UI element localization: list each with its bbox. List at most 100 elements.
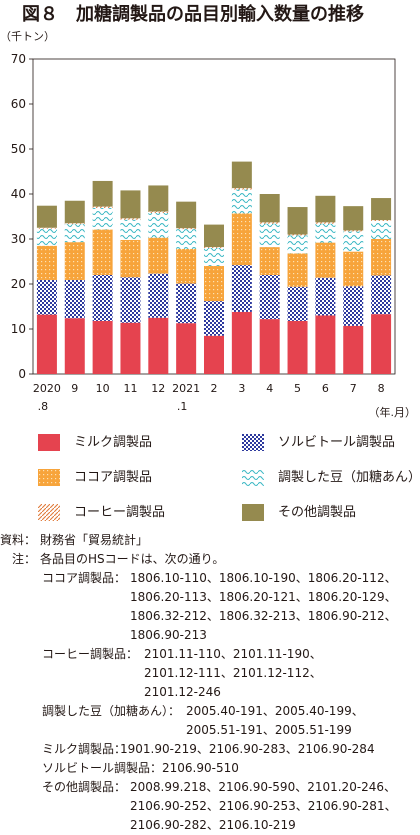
legend-label-sorbitol: ソルビトール調製品 bbox=[278, 435, 396, 450]
y-tick-label: 40 bbox=[11, 187, 26, 201]
source-label: 資料： bbox=[0, 533, 37, 547]
x-tick-label: 6 bbox=[322, 382, 329, 395]
x-tick-label: 9 bbox=[71, 382, 78, 395]
x-tick-label: 5 bbox=[294, 382, 301, 395]
bar-segment bbox=[204, 247, 224, 248]
bar-segment bbox=[176, 228, 197, 230]
bar-segment bbox=[64, 200, 85, 224]
bar-segment bbox=[343, 286, 364, 326]
bar-segment bbox=[92, 275, 113, 321]
legend-swatch-other bbox=[242, 504, 264, 521]
legend-swatch-milk bbox=[38, 434, 60, 451]
x-tick-label: 10 bbox=[96, 382, 110, 395]
coffee-codes-line: 2101.11-110、2101.11-190、 bbox=[144, 647, 322, 661]
cocoa-codes-line: 1806.10-110、1806.10-190、1806.20-112、 bbox=[130, 571, 397, 585]
bar-segment bbox=[231, 213, 252, 266]
bar-segment bbox=[343, 325, 364, 374]
cocoa-codes-label: ココア調製品： bbox=[42, 571, 127, 585]
bar-segment bbox=[343, 231, 364, 252]
bar-segment bbox=[92, 206, 113, 208]
bar-segment bbox=[343, 230, 364, 232]
beans-codes-line: 2005.40-191、2005.40-199、 bbox=[186, 704, 364, 718]
other-codes-label: その他調製品： bbox=[42, 780, 127, 794]
legend-label-beans: 調製した豆（加糖あん） bbox=[278, 470, 420, 485]
x-tick-label: 2020 bbox=[33, 382, 61, 395]
legend-label-cocoa: ココア調製品 bbox=[74, 470, 153, 485]
note-label: 注： bbox=[12, 552, 37, 566]
bar-segment bbox=[92, 207, 113, 230]
y-tick-label: 60 bbox=[11, 97, 26, 111]
y-tick-label: 30 bbox=[11, 232, 26, 246]
y-tick-label: 20 bbox=[11, 277, 26, 291]
sorbitol-codes-label: ソルビトール調製品： bbox=[42, 761, 163, 775]
bar-segment bbox=[64, 224, 85, 243]
x-axis-unit-label: （年.月） bbox=[369, 405, 417, 419]
legend-label-milk: ミルク調製品 bbox=[74, 435, 153, 450]
bar-segment bbox=[176, 323, 197, 374]
bar-segment bbox=[315, 222, 336, 224]
bar-segment bbox=[315, 223, 336, 243]
bar-segment bbox=[259, 194, 280, 223]
bar-segment bbox=[204, 248, 224, 266]
x-tick-label: 4 bbox=[266, 382, 273, 395]
legend-swatch-sorbitol bbox=[242, 434, 264, 451]
bar-segment bbox=[92, 180, 113, 207]
beans-codes-label: 調製した豆（加糖あん）： bbox=[42, 704, 181, 718]
bar-segment bbox=[64, 242, 85, 280]
x-tick-label-sub: .8 bbox=[38, 400, 49, 413]
x-tick-label: 11 bbox=[123, 382, 137, 395]
cocoa-codes-line: 1806.20-113、1806.20-121、1806.20-129、 bbox=[130, 590, 397, 604]
bar-segment bbox=[371, 198, 392, 221]
bar-segment bbox=[36, 279, 57, 315]
sorbitol-codes-text: 2106.90-510 bbox=[162, 761, 239, 775]
coffee-codes-label: コーヒー調製品： bbox=[42, 647, 139, 661]
bar-segment bbox=[64, 318, 85, 374]
other-codes-line: 2008.99.218、2106.90-590、2101.20-246、 bbox=[130, 780, 397, 794]
bar-segment bbox=[120, 219, 141, 240]
bar-segment bbox=[120, 277, 141, 323]
bar-segment bbox=[315, 315, 336, 374]
bar-segment bbox=[64, 279, 85, 319]
bar-segment bbox=[36, 314, 57, 374]
bar-segment bbox=[231, 265, 252, 312]
bar-segment bbox=[371, 275, 392, 315]
bar-segment bbox=[287, 234, 308, 236]
bar-segment bbox=[231, 311, 252, 374]
bar-segment bbox=[120, 239, 141, 278]
bar-segment bbox=[259, 222, 280, 224]
bar-segment bbox=[176, 248, 197, 284]
bar-segment bbox=[315, 242, 336, 278]
bar-segment bbox=[120, 218, 141, 220]
bar-segment bbox=[259, 247, 280, 275]
bar-segment bbox=[259, 319, 280, 374]
x-tick-label-sub: .1 bbox=[177, 400, 188, 413]
legend-label-coffee: コーヒー調製品 bbox=[74, 505, 166, 520]
bar-segment bbox=[287, 320, 308, 374]
x-tick-label: 7 bbox=[350, 382, 357, 395]
cocoa-codes-line: 1806.32-212、1806.32-213、1806.90-212、 bbox=[130, 609, 397, 623]
cocoa-codes-line: 1806.90-213 bbox=[130, 628, 207, 642]
bar-segment bbox=[231, 161, 252, 189]
bar-segment bbox=[92, 229, 113, 275]
bar-segment bbox=[287, 207, 308, 235]
x-tick-label: 12 bbox=[151, 382, 165, 395]
bar-segment bbox=[287, 253, 308, 287]
y-axis-unit-label: （千トン） bbox=[0, 30, 55, 43]
x-tick-label: 3 bbox=[238, 382, 245, 395]
coffee-codes-line: 2101.12-111、2101.12-112、 bbox=[144, 666, 322, 680]
bar-segment bbox=[120, 190, 141, 219]
bar-segment bbox=[176, 201, 197, 229]
bar-segment bbox=[371, 221, 392, 239]
beans-codes-line: 2005.51-191、2005.51-199 bbox=[186, 723, 352, 737]
stacked-bar-chart: （千トン） 0 10 20 30 40 50 60 70 2020 .8 9 10 11 12 2021.… bbox=[0, 30, 417, 419]
bar-segment bbox=[148, 211, 169, 213]
bar-segment bbox=[204, 301, 224, 336]
bar-segment bbox=[231, 189, 252, 214]
bar-segment bbox=[36, 245, 57, 280]
bar-segment bbox=[287, 235, 308, 254]
bar-segment bbox=[204, 335, 224, 374]
legend-swatch-cocoa bbox=[38, 469, 60, 486]
milk-codes-text: 1901.90-219、2106.90-283、2106.90-284 bbox=[120, 742, 375, 756]
bar-segment bbox=[120, 322, 141, 374]
bar-segment bbox=[231, 188, 252, 190]
